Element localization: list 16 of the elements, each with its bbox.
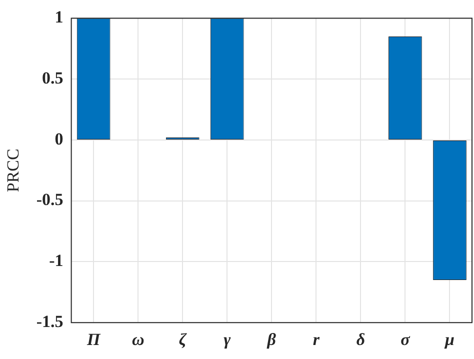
x-tick-label: Π (86, 330, 101, 350)
x-tick-label: ω (132, 330, 144, 350)
x-tick-label: γ (224, 330, 232, 350)
y-axis-title: PRCC (4, 148, 23, 192)
y-tick-label: 0.5 (42, 68, 64, 88)
y-tick-label: 1 (54, 8, 64, 27)
y-tick-label: 0 (54, 129, 64, 148)
y-tick-label: -1 (49, 251, 64, 270)
x-tick-label: σ (400, 330, 411, 350)
x-tick-label: β (266, 330, 276, 350)
x-tick-label: μ (444, 330, 454, 350)
x-tick-label: r (312, 330, 320, 350)
x-tick-label: ζ (178, 330, 187, 350)
x-tick-label: δ (356, 330, 366, 350)
y-tick-label: -1.5 (36, 312, 64, 331)
y-tick-label: -0.5 (36, 190, 64, 210)
